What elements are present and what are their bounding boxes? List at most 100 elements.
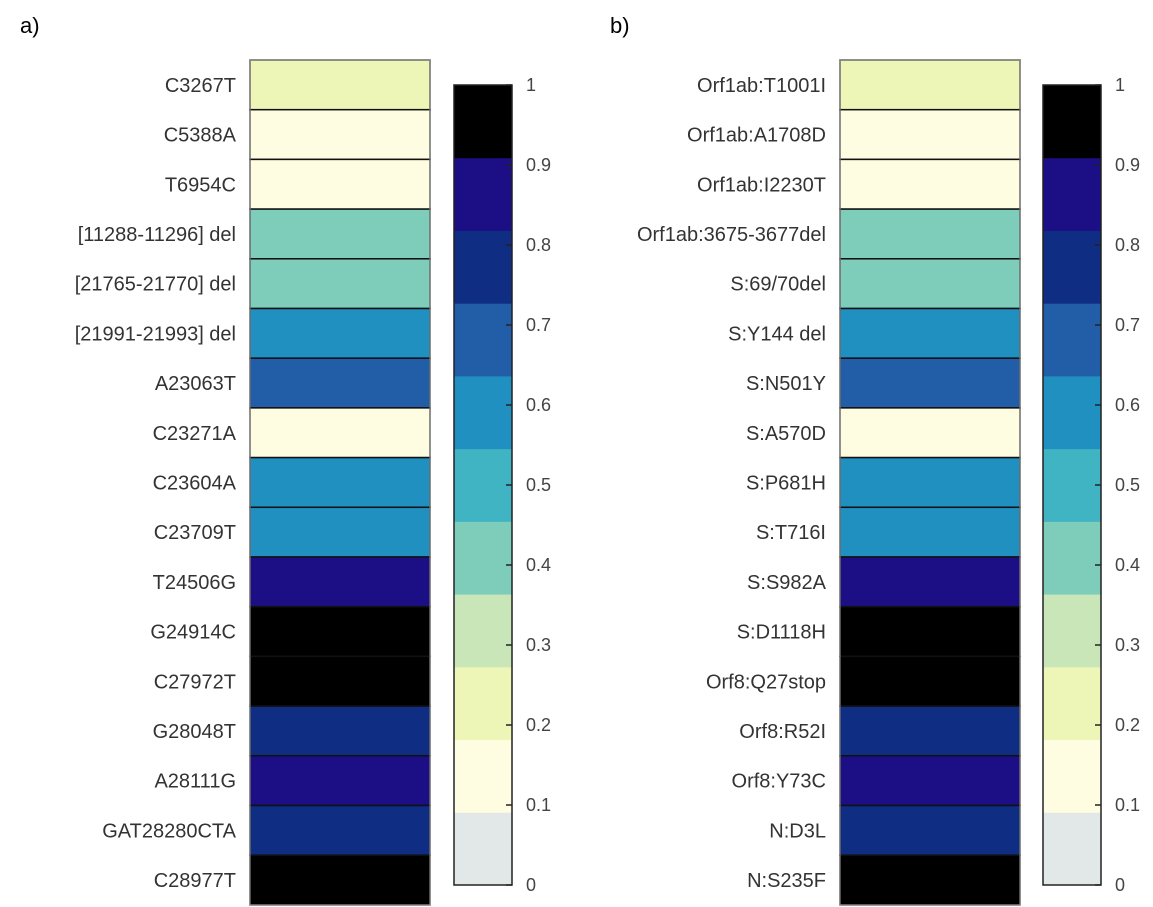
heatmap-cell (249, 854, 431, 906)
row-label: T6954C (165, 174, 236, 196)
heatmap-cell (249, 556, 431, 608)
row-label: C23604A (153, 472, 237, 494)
row-label: C28977T (154, 870, 236, 892)
colorbar-segment (1043, 666, 1101, 741)
heatmap-cell (249, 804, 431, 856)
heatmap-cell (839, 108, 1021, 161)
heatmap-cell (839, 407, 1021, 459)
heatmap-cell (249, 158, 431, 210)
panel-label-a: a) (20, 13, 40, 38)
colorbar-tick-label: 0.2 (526, 715, 551, 735)
row-label: Orf1ab:I2230T (697, 174, 826, 196)
heatmap-cell (839, 307, 1021, 359)
heatmap-cell (249, 605, 431, 658)
row-label: T24506G (153, 572, 236, 594)
heatmap-cell (249, 755, 431, 807)
colorbar-segment (454, 739, 512, 813)
row-label: Orf8:R52I (739, 721, 826, 743)
row-label: [21765-21770] del (75, 274, 236, 296)
heatmap-cell (249, 258, 431, 310)
row-label: G24914C (150, 622, 236, 644)
colorbar-tick-label: 0.6 (526, 395, 551, 415)
colorbar-tick-label: 0 (1115, 875, 1125, 895)
row-label: S:69/70del (730, 274, 826, 296)
colorbar-segment (454, 157, 512, 231)
colorbar-segment (1043, 812, 1101, 886)
colorbar-tick-label: 0 (526, 875, 536, 895)
heatmap-cell (839, 854, 1021, 906)
colorbar-segment (1043, 521, 1101, 595)
heatmap-cell (839, 258, 1021, 310)
colorbar-segment (454, 85, 512, 159)
colorbar-segment (1043, 448, 1101, 522)
colorbar-tick-label: 0.9 (1115, 155, 1140, 175)
heatmap-cell (839, 158, 1021, 210)
colorbar-segment (454, 230, 512, 304)
heatmap-cell (839, 804, 1021, 856)
colorbar-tick-label: 0.7 (1115, 315, 1140, 335)
heatmap-cell (249, 59, 431, 111)
row-label: G28048T (153, 721, 236, 743)
row-label: C23709T (154, 522, 236, 544)
heatmap-cell (249, 357, 431, 409)
panel-label-b: b) (610, 13, 630, 38)
colorbar-segment (1043, 303, 1101, 377)
heatmap-cell (839, 556, 1021, 608)
row-label: S:A570D (746, 423, 826, 445)
colorbar-tick-label: 0.9 (526, 155, 551, 175)
heatmap-cell (249, 407, 431, 459)
row-label: A23063T (155, 373, 236, 395)
colorbar-tick-label: 0.3 (1115, 635, 1140, 655)
colorbar-segment (454, 666, 512, 741)
colorbar-tick-label: 0.3 (526, 635, 551, 655)
heatmap-panel-a: C3267T C5388A T6954C [11288-11296] del [2176… (75, 59, 551, 906)
colorbar-segment (1043, 375, 1101, 450)
colorbar-tick-label: 0.4 (1115, 555, 1140, 575)
row-label: S:N501Y (746, 373, 826, 395)
heatmap-cell (839, 705, 1021, 757)
row-label: A28111G (154, 771, 236, 793)
heatmap-cell (249, 108, 431, 161)
row-label: S:S982A (747, 572, 827, 594)
heatmap-cell (839, 208, 1021, 260)
heatmap-frame (249, 59, 431, 906)
heatmap-cell (249, 655, 431, 707)
heatmap-cell (839, 59, 1021, 111)
colorbar-tick-label: 0.8 (1115, 235, 1140, 255)
heatmap-panel-b: Orf1ab:T1001I Orf1ab:A1708D Orf1ab:I2230T O… (637, 59, 1140, 906)
colorbar-segment (1043, 739, 1101, 813)
colorbar-tick-label: 0.1 (1115, 795, 1140, 815)
heatmap-cell (249, 208, 431, 260)
row-label: Orf8:Q27stop (706, 671, 826, 693)
colorbar-tick-label: 0.7 (526, 315, 551, 335)
heatmap-cell (839, 755, 1021, 807)
colorbar-tick-label: 1 (526, 75, 536, 95)
colorbar-tick-label: 0.5 (526, 475, 551, 495)
colorbar-tick-label: 0.8 (526, 235, 551, 255)
heatmap-cell (249, 307, 431, 359)
heatmap-cell (839, 456, 1021, 509)
colorbar-segment (1043, 85, 1101, 159)
colorbar-segment (1043, 157, 1101, 231)
heatmap-cell (839, 605, 1021, 658)
row-label: C3267T (165, 75, 236, 97)
colorbar-tick-label: 0.4 (526, 555, 551, 575)
colorbar-segment (454, 812, 512, 886)
heatmap-cell (249, 506, 431, 558)
colorbar-segment (454, 375, 512, 450)
row-label: [11288-11296] del (78, 224, 236, 246)
row-label: Orf1ab:3675-3677del (637, 224, 826, 246)
row-label: Orf8:Y73C (732, 771, 826, 793)
row-label: C23271A (153, 423, 237, 445)
colorbar-segment (1043, 230, 1101, 304)
row-label: C27972T (154, 671, 236, 693)
heatmap-cell (839, 506, 1021, 558)
row-label: N:D3L (769, 820, 826, 842)
colorbar-tick-label: 1 (1115, 75, 1125, 95)
row-label: S:P681H (746, 472, 826, 494)
row-label: GAT28280CTA (102, 820, 236, 842)
colorbar-segment (1043, 594, 1101, 668)
colorbar-tick-label: 0.2 (1115, 715, 1140, 735)
colorbar-tick-label: 0.5 (1115, 475, 1140, 495)
